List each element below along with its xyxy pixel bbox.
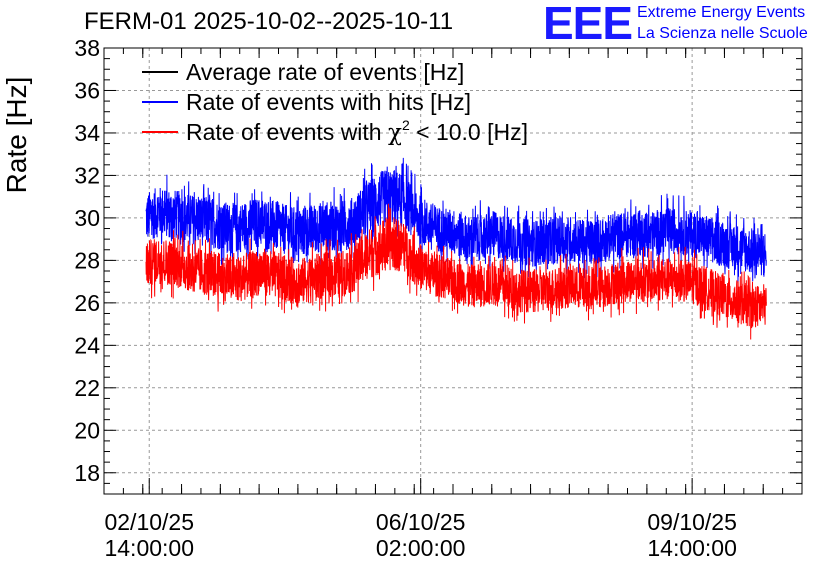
y-tick-label: 38 (74, 35, 100, 61)
y-tick-label: 26 (74, 290, 100, 316)
x-tick-label-time: 14:00:00 (104, 535, 194, 561)
eee-logo: EEE (543, 0, 633, 49)
y-tick-label: 30 (74, 205, 100, 231)
series-group (145, 157, 767, 340)
y-tick-label: 32 (74, 162, 100, 188)
legend-label-chi2: Rate of events with χ2 < 10.0 [Hz] (186, 117, 528, 146)
legend: Average rate of events [Hz] Rate of event… (142, 59, 528, 146)
legend-label-average: Average rate of events [Hz] (186, 59, 464, 85)
x-tick-label-time: 14:00:00 (647, 535, 737, 561)
axes: 182022242628303234363802/10/2514:00:0006… (74, 35, 803, 561)
series-hits (145, 157, 767, 284)
series-chi2 (145, 203, 767, 340)
x-tick-label-date: 02/10/25 (104, 509, 194, 535)
y-tick-label: 28 (74, 247, 100, 273)
chart-title: FERM-01 2025-10-02--2025-10-11 (84, 8, 454, 35)
x-tick-label-date: 09/10/25 (647, 509, 737, 535)
y-tick-label: 24 (74, 332, 100, 358)
logo-subtitle-2: La Scienza nelle Scuole (637, 25, 808, 42)
y-tick-label: 20 (74, 417, 100, 443)
y-tick-label: 22 (74, 375, 100, 401)
y-tick-label: 18 (74, 460, 100, 486)
logo-subtitle-1: Extreme Energy Events (637, 4, 806, 21)
x-tick-label-time: 02:00:00 (376, 535, 466, 561)
x-tick-label-date: 06/10/25 (376, 509, 466, 535)
y-tick-label: 34 (74, 120, 100, 146)
legend-label-hits: Rate of events with hits [Hz] (186, 89, 471, 115)
y-tick-label: 36 (74, 77, 100, 103)
